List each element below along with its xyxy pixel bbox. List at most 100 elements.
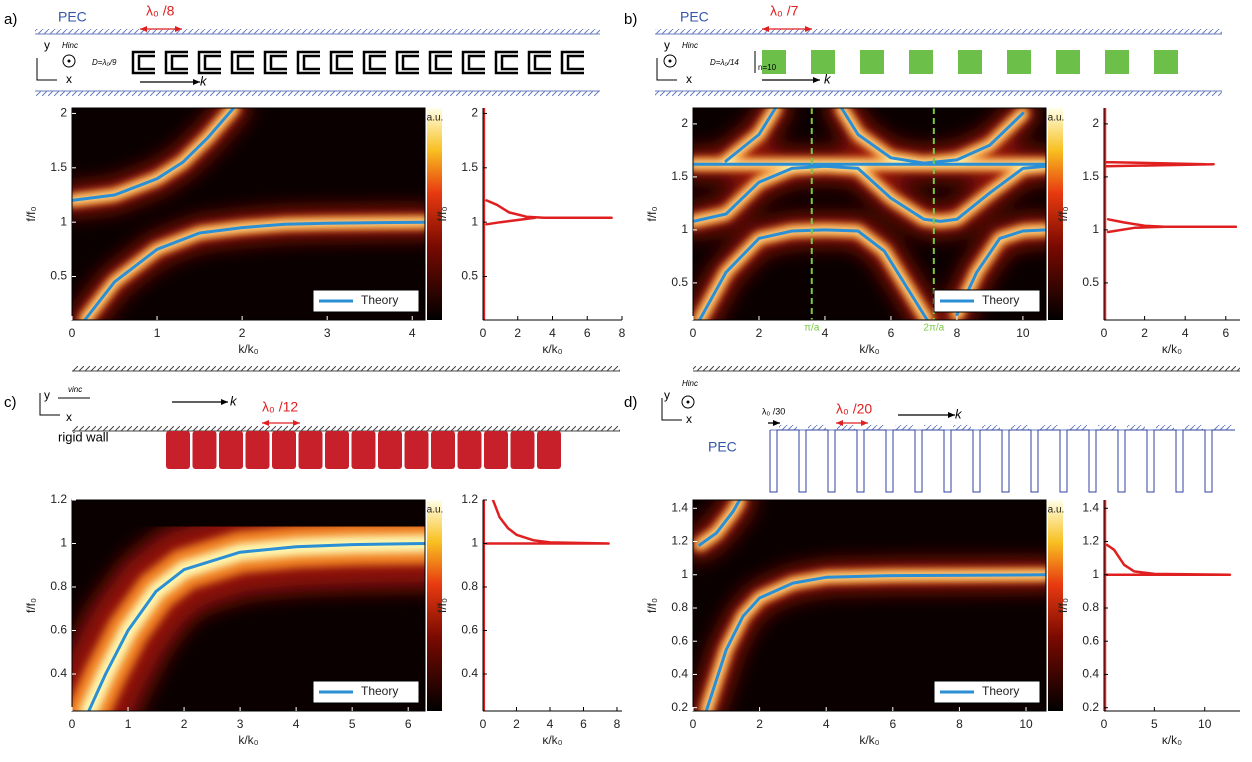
colorbar [1048,500,1063,711]
annotation: k [824,71,832,86]
annotation: D=λ₀/14 [710,58,739,67]
colorbar-label: a.u. [427,505,444,516]
x-axis-label: k/k₀ [859,733,879,747]
legend-label: Theory [361,684,398,698]
arrow-head [140,26,147,32]
hatch [1011,425,1029,430]
x-tick-label: 4 [293,717,300,731]
y-tick-label: 0.8 [671,600,688,614]
can [484,431,508,469]
x-tick-label: 8 [956,717,963,731]
resonator [494,50,518,75]
hatch [35,29,600,34]
y-tick-label: 0.2 [1082,700,1099,714]
x-tick-label: 10 [1198,717,1212,731]
x-tick-label: 6 [405,717,412,731]
chart: 0 1 2 3 4 5 6 0.4 0.6 0.8 1 1.2 k/k₀ f/f₀ a.u. Theory [24,492,443,747]
x-tick-label: 0 [69,717,76,731]
hatch [808,425,826,430]
legend-box [933,680,1041,704]
x-tick-label: 1 [154,326,161,340]
legend-label: Theory [982,684,1019,698]
annotation: Hinc [682,379,698,388]
annotation: λ₀ /20 [836,401,872,417]
annotation: λ₀ /7 [770,3,799,19]
data-line [1104,108,1238,320]
y-tick-label: 2 [471,106,478,120]
resonator [395,50,419,75]
y-axis-label: f/f₀ [435,598,449,613]
hatch [953,425,971,430]
annotation: PEC [58,9,87,25]
y-tick-label: 1 [60,214,67,228]
y-tick-label: 1.2 [1082,534,1099,548]
chart: 0 1 2 3 4 0.5 1 1.5 2 k/k₀ f/f₀ a.u. Theory [24,106,443,357]
y-tick-label: 0.8 [50,579,67,593]
axes-icon [39,393,60,416]
x-axis-label: κ/k₀ [1162,733,1182,747]
y-axis-label: f/f₀ [435,206,449,221]
y-tick-label: 1.2 [671,534,688,548]
axes-icon [36,58,57,81]
plot-frame [1104,108,1240,320]
resonator [296,50,320,75]
legend-box [312,289,420,313]
annotation: λ₀ /12 [262,399,298,415]
can [272,431,296,469]
annotation: D=λ₀/9 [92,58,117,67]
hatch [655,29,1222,34]
y-tick-label: 0.8 [1082,600,1099,614]
arrow-head [221,399,228,405]
data-line [72,108,425,320]
annotation: y [664,388,670,402]
chart: 0 5 10 0.2 0.4 0.6 0.8 1 1.2 1.4 κ/k₀ f/f₀ [1056,500,1240,747]
y-tick-label: 1.4 [1082,500,1099,514]
y-tick-label: 1 [681,222,688,236]
dielectric-rod [1056,50,1080,74]
can [457,431,482,469]
hatch [982,425,1000,430]
field-icon [663,54,677,68]
plot-frame [483,500,622,711]
resonator [461,50,485,75]
can [166,431,190,469]
resonator [230,50,254,75]
annotation: λ₀ /8 [146,3,175,19]
legend-label: Theory [361,293,398,307]
legend-label: Theory [982,293,1019,307]
annotation: x [686,412,692,426]
can [325,431,349,469]
hatch [837,425,855,430]
y-tick-label: 1.5 [1082,169,1099,183]
chart: 0 2 4 6 8 0.5 1 1.5 2 κ/k₀ f/f₀ [435,106,625,357]
annotation: λ₀ /30 [762,406,785,416]
colorbar [427,500,442,711]
x-tick-label: 0 [69,326,76,340]
hatch [1040,425,1058,430]
y-tick-label: 1 [681,567,688,581]
arrow-head [948,412,955,418]
plot-area [693,500,1046,711]
chart: 0 2 4 6 8 0.4 0.6 0.8 1 1.2 κ/k₀ f/f₀ [435,492,622,747]
x-tick-label: 5 [1151,717,1158,731]
x-axis-label: k/k₀ [238,342,258,356]
x-tick-label: 4 [1182,326,1189,340]
hatch [35,91,600,96]
annotation: b) [624,11,637,28]
y-tick-label: 1 [471,536,478,550]
annotation: y [664,38,670,52]
y-tick-label: 1 [1092,567,1099,581]
chart: 0 2 4 6 8 10 0.2 0.4 0.6 0.8 1 1.2 1.4 k/k₀ f/f₀ a.u. Th… [645,499,1064,747]
resonator [164,50,188,75]
annotation: x [66,410,72,424]
colorbar-label: a.u. [1048,113,1065,124]
x-tick-label: 6 [584,326,591,340]
x-tick-label: 3 [237,717,244,731]
data-line [87,542,425,711]
field-dot [668,59,672,63]
plot-area [1104,500,1232,711]
x-tick-label: 2 [514,326,521,340]
marker-label: 2π/a [923,323,944,334]
plot-area [1104,108,1238,320]
